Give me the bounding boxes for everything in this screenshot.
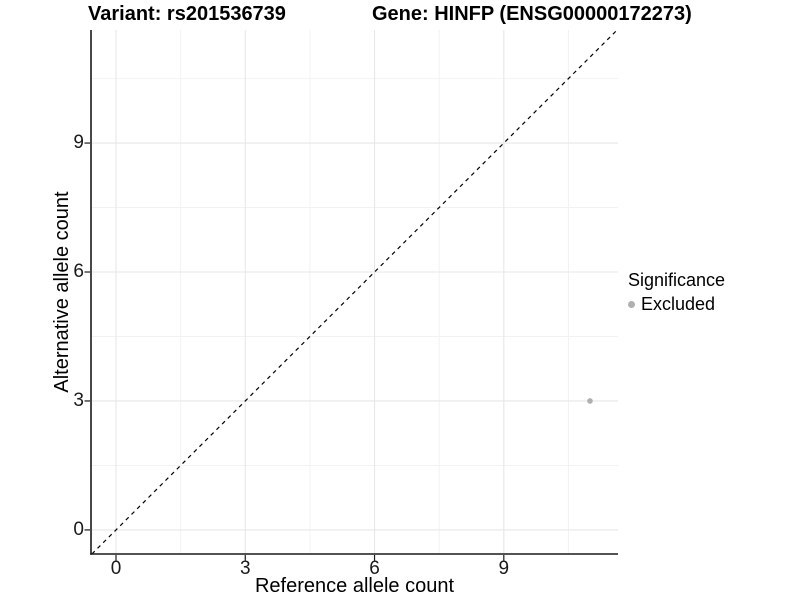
x-axis-title: Reference allele count: [254, 575, 454, 597]
legend-item-excluded: Excluded: [628, 294, 725, 315]
y-tick-label: 6: [73, 261, 84, 282]
x-tick-label: 6: [369, 558, 380, 579]
plot-title-gene: Gene: HINFP (ENSG00000172273): [372, 3, 692, 25]
legend-title: Significance: [628, 270, 726, 290]
legend-item-label: Excluded: [641, 294, 716, 314]
y-tick-label: 9: [73, 132, 84, 154]
x-tick-label: 3: [239, 558, 251, 579]
x-tick-label: 9: [498, 558, 510, 579]
plot-title-variant: Variant: rs201536739: [88, 3, 286, 25]
data-point: [587, 398, 593, 404]
legend: Significance Excluded: [628, 270, 725, 315]
legend-point-icon: [628, 301, 635, 308]
x-tick-label: 0: [110, 558, 122, 579]
y-axis-title: Alternative allele count: [51, 191, 73, 393]
y-tick-label: 0: [73, 518, 84, 540]
y-tick-label: 3: [73, 389, 84, 411]
identity-reference-line: [91, 29, 618, 555]
